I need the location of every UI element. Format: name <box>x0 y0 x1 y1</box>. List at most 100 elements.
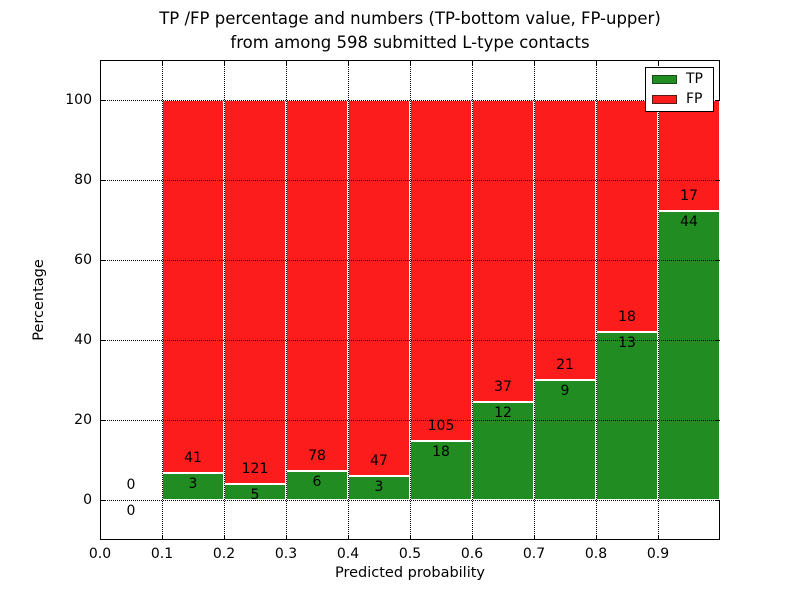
x-tick-label: 0.2 <box>212 546 236 562</box>
fp-count-label: 47 <box>370 453 388 469</box>
fp-bar-segment <box>410 100 472 442</box>
tp-count-label: 13 <box>618 335 636 352</box>
tp-bar-segment <box>472 402 534 500</box>
x-tick-mark <box>348 61 349 65</box>
horizontal-gridline <box>100 420 720 421</box>
x-tick-label: 0.8 <box>584 546 608 562</box>
tp-count-label: 18 <box>432 444 450 461</box>
y-tick-mark <box>715 420 719 421</box>
vertical-gridline <box>162 60 163 540</box>
x-tick-label: 0.4 <box>336 546 360 562</box>
tp-bar-segment <box>596 332 658 500</box>
x-axis-label: Predicted probability <box>334 565 486 581</box>
x-tick-mark <box>410 535 411 539</box>
fp-bar-segment <box>162 100 224 473</box>
tp-count-label: 44 <box>680 214 698 231</box>
fp-count-label: 37 <box>494 379 512 396</box>
x-tick-mark <box>100 61 101 65</box>
tp-count-label: 9 <box>560 383 570 399</box>
horizontal-gridline <box>100 340 720 341</box>
x-tick-label: 0.6 <box>460 546 484 562</box>
tp-legend-swatch-icon <box>652 75 677 84</box>
y-axis-label: Percentage <box>31 259 47 341</box>
vertical-gridline <box>472 60 473 540</box>
x-tick-mark <box>658 61 659 65</box>
y-tick-mark <box>715 500 719 501</box>
y-tick-mark <box>101 260 105 261</box>
tp-count-label: 3 <box>374 479 384 495</box>
fp-count-label: 17 <box>680 188 698 205</box>
fp-bar-segment <box>224 100 286 485</box>
fp-count-label: 18 <box>618 309 636 326</box>
legend-row-tp: TP <box>652 72 707 87</box>
horizontal-gridline <box>100 100 720 101</box>
fp-bar-segment <box>348 100 410 476</box>
x-tick-mark <box>162 61 163 65</box>
chart-title: TP /FP percentage and numbers (TP-bottom… <box>100 7 720 55</box>
y-tick-mark <box>715 100 719 101</box>
x-tick-label: 0.0 <box>88 546 112 562</box>
y-tick-mark <box>101 420 105 421</box>
y-tick-mark <box>101 100 105 101</box>
legend-label-fp: FP <box>686 91 703 107</box>
x-tick-label: 0.3 <box>274 546 298 562</box>
y-tick-label: 100 <box>65 92 92 108</box>
fp-count-label: 21 <box>556 357 574 373</box>
tp-count-label: 6 <box>312 474 322 491</box>
fp-bar-segment <box>472 100 534 403</box>
x-tick-mark <box>596 61 597 65</box>
tp-bar-segment <box>348 476 410 500</box>
x-tick-label: 0.1 <box>150 546 174 562</box>
x-tick-label: 0.7 <box>522 546 546 562</box>
x-tick-mark <box>100 535 101 539</box>
fp-count-label: 0 <box>126 477 136 493</box>
horizontal-gridline <box>100 500 720 501</box>
horizontal-gridline <box>100 260 720 261</box>
y-tick-mark <box>715 260 719 261</box>
y-tick-label: 0 <box>83 492 92 508</box>
chart-title-line2: from among 598 submitted L-type contacts <box>230 33 590 52</box>
fp-bar-segment <box>286 100 348 472</box>
y-tick-mark <box>715 340 719 341</box>
x-tick-mark <box>286 535 287 539</box>
vertical-gridline <box>224 60 225 540</box>
x-tick-mark <box>224 535 225 539</box>
y-tick-label: 60 <box>74 252 92 268</box>
x-tick-mark <box>596 535 597 539</box>
x-tick-mark <box>472 61 473 65</box>
x-tick-mark <box>348 535 349 539</box>
tp-bar-segment <box>658 211 720 500</box>
x-tick-mark <box>534 61 535 65</box>
x-tick-label: 0.9 <box>646 546 670 562</box>
vertical-gridline <box>658 60 659 540</box>
legend-label-tp: TP <box>686 71 703 87</box>
x-tick-mark <box>658 535 659 539</box>
fp-bar-segment <box>596 100 658 333</box>
fp-bar-segment <box>534 100 596 380</box>
fp-count-label: 41 <box>184 449 202 466</box>
vertical-gridline <box>348 60 349 540</box>
vertical-gridline <box>286 60 287 540</box>
x-tick-mark <box>162 535 163 539</box>
x-tick-mark <box>224 61 225 65</box>
fp-count-label: 78 <box>308 448 326 465</box>
fp-legend-swatch-icon <box>652 95 677 104</box>
legend: TP FP <box>645 67 714 112</box>
legend-row-fp: FP <box>652 92 707 107</box>
x-tick-mark <box>286 61 287 65</box>
chart-title-line1: TP /FP percentage and numbers (TP-bottom… <box>159 9 661 28</box>
tp-count-label: 12 <box>494 405 512 422</box>
x-tick-mark <box>472 535 473 539</box>
tp-count-label: 3 <box>188 475 198 492</box>
y-tick-label: 20 <box>74 412 92 428</box>
y-tick-mark <box>101 340 105 341</box>
tp-bar-segment <box>162 472 224 500</box>
y-tick-mark <box>101 180 105 181</box>
y-tick-label: 40 <box>74 332 92 348</box>
y-tick-label: 80 <box>74 172 92 188</box>
y-tick-mark <box>101 500 105 501</box>
horizontal-gridline <box>100 180 720 181</box>
vertical-gridline <box>534 60 535 540</box>
vertical-gridline <box>596 60 597 540</box>
x-tick-mark <box>410 61 411 65</box>
